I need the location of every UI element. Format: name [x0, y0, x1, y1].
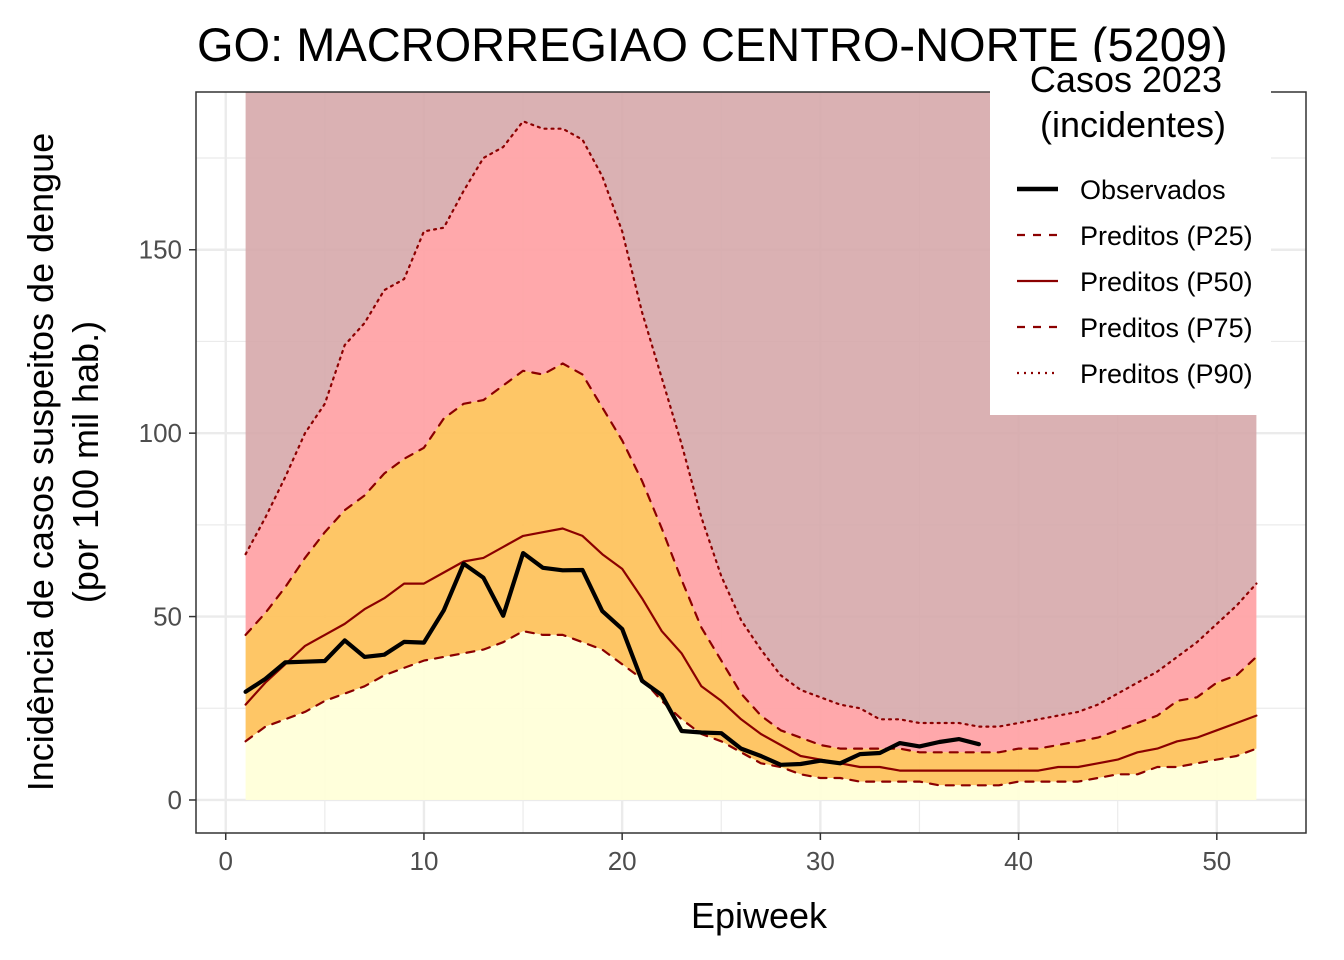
legend-title-line-2: (incidentes) [1040, 104, 1226, 145]
band-below-p25 [245, 631, 1257, 800]
x-tick-label: 40 [1004, 846, 1033, 876]
x-axis-title: Epiweek [691, 895, 828, 936]
x-tick-label: 30 [806, 846, 835, 876]
y-tick-label: 50 [153, 602, 182, 632]
legend: Casos 2023 (incidentes) Observados Predit… [990, 59, 1271, 415]
x-tick-label: 10 [409, 846, 438, 876]
legend-label: Preditos (P90) [1080, 359, 1253, 389]
legend-label: Preditos (P75) [1080, 313, 1253, 343]
series-line-observed [243, 550, 982, 767]
x-tick-label: 0 [218, 846, 232, 876]
y-axis-ticks: 0 50 100 150 [139, 235, 196, 815]
x-tick-label: 20 [608, 846, 637, 876]
y-axis-title-line-2: (por 100 mil hab.) [65, 321, 106, 603]
legend-entries: Observados Preditos (P25) Preditos (P50) Pr… [1017, 175, 1253, 389]
y-tick-label: 0 [168, 785, 182, 815]
legend-label: Observados [1080, 175, 1226, 205]
legend-title-line-1: Casos 2023 [1030, 59, 1222, 100]
series-line-p50 [244, 527, 1258, 772]
y-tick-label: 100 [139, 418, 182, 448]
legend-label: Preditos (P50) [1080, 267, 1253, 297]
legend-label: Preditos (P25) [1080, 221, 1253, 251]
band-p75-p90 [245, 121, 1257, 753]
panel-border [195, 91, 1307, 834]
x-axis-ticks: 0 10 20 30 40 50 [218, 833, 1231, 876]
legend-background [990, 62, 1271, 415]
band-p25-p75 [245, 363, 1257, 786]
x-tick-label: 50 [1202, 846, 1231, 876]
y-tick-label: 150 [139, 235, 182, 265]
y-axis-title-line-1: Incidência de casos suspeitos de dengue [20, 133, 61, 791]
